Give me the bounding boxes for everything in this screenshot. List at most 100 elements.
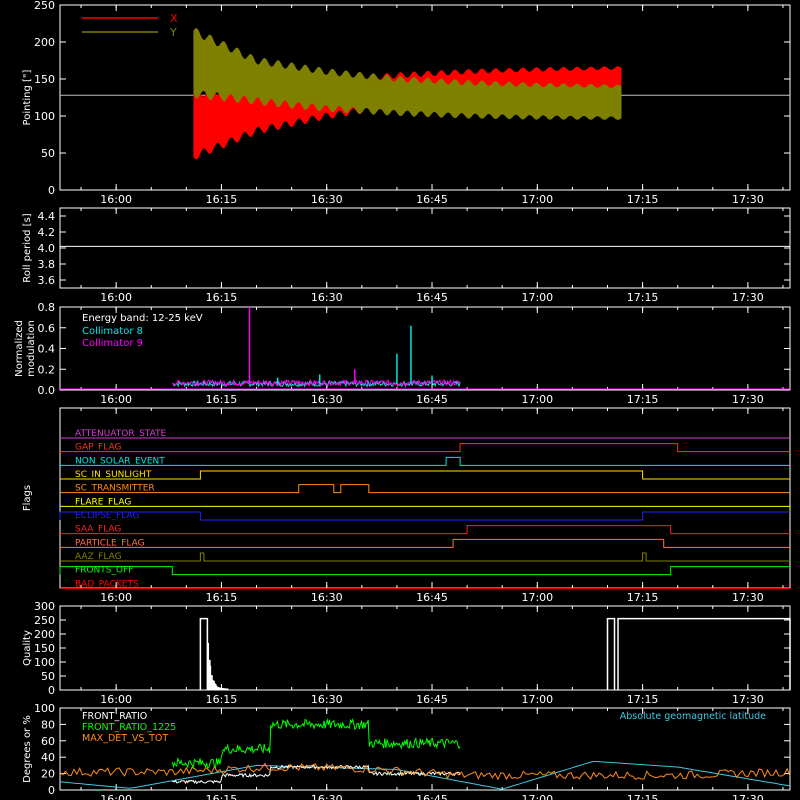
y-axis-label: Quality bbox=[22, 630, 33, 666]
y-axis-label: Pointing ["] bbox=[22, 69, 33, 125]
y-axis-label: Roll period [s] bbox=[22, 213, 33, 282]
panel-3: 16:00 16:15 16:30 16:45 17:00 17:15 17:30 Norma… bbox=[14, 301, 791, 406]
flag-label: GAP_FLAG bbox=[75, 443, 121, 453]
time-tick-label: 16:15 bbox=[206, 793, 238, 800]
y-tick-label: 60 bbox=[41, 735, 55, 748]
time-tick-label: 17:30 bbox=[732, 591, 764, 604]
flag-trace bbox=[60, 538, 790, 548]
flag-label: SC_TRANSMITTER bbox=[75, 484, 155, 494]
time-tick-label: 17:00 bbox=[521, 193, 553, 206]
time-tick-label: 16:45 bbox=[416, 193, 448, 206]
legend-label-latitude: Absolute geomagnetic latitude bbox=[620, 711, 766, 722]
time-tick-label: 16:30 bbox=[311, 393, 343, 406]
y-tick-label: 200 bbox=[34, 36, 55, 49]
y-tick-label: 3.8 bbox=[38, 258, 56, 271]
y-tick-label: 4.2 bbox=[38, 226, 56, 239]
time-tick-label: 17:00 bbox=[521, 693, 553, 706]
y-tick-label: 0 bbox=[48, 684, 55, 697]
flag-trace bbox=[60, 470, 790, 480]
y-tick-label: 100 bbox=[34, 110, 55, 123]
time-tick-label: 16:30 bbox=[311, 291, 343, 304]
time-tick-label: 16:00 bbox=[100, 393, 132, 406]
flag-label: SAA_FLAG bbox=[75, 525, 121, 535]
flag-label: NON_SOLAR_EVENT bbox=[75, 456, 165, 466]
time-tick-label: 16:15 bbox=[206, 591, 238, 604]
y-tick-label: 0.8 bbox=[38, 301, 56, 314]
y-axis-label: modulation bbox=[26, 320, 37, 377]
y-tick-label: 40 bbox=[41, 751, 55, 764]
time-tick-label: 17:00 bbox=[521, 291, 553, 304]
y-tick-label: 300 bbox=[34, 600, 55, 613]
time-tick-label: 17:15 bbox=[627, 693, 659, 706]
y-tick-label: 20 bbox=[41, 768, 55, 781]
time-tick-label: 16:15 bbox=[206, 193, 238, 206]
time-tick-label: 16:30 bbox=[311, 693, 343, 706]
y-tick-label: 150 bbox=[34, 642, 55, 655]
y-axis-label: Normalized bbox=[14, 320, 25, 377]
legend-label-y: Y bbox=[169, 26, 177, 39]
quality-block bbox=[606, 617, 616, 690]
y-tick-label: 4.0 bbox=[38, 242, 56, 255]
legend-label-x: X bbox=[170, 12, 178, 25]
y-tick-label: 0.2 bbox=[38, 363, 56, 376]
time-tick-label: 16:15 bbox=[206, 393, 238, 406]
legend-label-collimator: Collimator 8 bbox=[82, 326, 143, 337]
y-tick-label: 0 bbox=[48, 784, 55, 797]
y-tick-label: 100 bbox=[34, 702, 55, 715]
panels-layer: 16:00 16:15 16:30 16:45 17:00 17:15 17:30 Point… bbox=[14, 0, 791, 800]
flag-trace bbox=[60, 456, 790, 466]
y-tick-label: 50 bbox=[41, 670, 55, 683]
y-tick-label: 0 bbox=[48, 184, 55, 197]
ratio-trace bbox=[59, 762, 791, 781]
time-tick-label: 16:00 bbox=[100, 291, 132, 304]
ratio-trace bbox=[171, 717, 461, 770]
time-tick-label: 17:30 bbox=[732, 193, 764, 206]
flag-label: AAZ_FLAG bbox=[75, 552, 122, 562]
flag-label: SC_IN_SUNLIGHT bbox=[75, 470, 152, 480]
legend-label-ratio: FRONT_RATIO_1225 bbox=[82, 722, 176, 733]
flag-label: FLARE_FLAG bbox=[75, 497, 131, 507]
time-tick-label: 16:00 bbox=[100, 591, 132, 604]
y-tick-label: 150 bbox=[34, 73, 55, 86]
y-axis-label: Flags bbox=[22, 485, 33, 511]
y-tick-label: 250 bbox=[34, 0, 55, 12]
time-tick-label: 17:15 bbox=[627, 291, 659, 304]
modulation-trace bbox=[172, 378, 461, 387]
flag-trace bbox=[60, 525, 790, 535]
flag-label: FRONTS_OFF bbox=[75, 566, 133, 576]
y-tick-label: 250 bbox=[34, 614, 55, 627]
time-tick-label: 16:45 bbox=[416, 693, 448, 706]
quality-block bbox=[617, 617, 791, 690]
time-tick-label: 16:45 bbox=[416, 793, 448, 800]
time-tick-label: 17:00 bbox=[521, 591, 553, 604]
y-tick-label: 200 bbox=[34, 628, 55, 641]
time-tick-label: 17:15 bbox=[627, 393, 659, 406]
flag-trace bbox=[60, 552, 790, 562]
pointing-band-y bbox=[193, 28, 622, 120]
legend-label-ratio: FRONT_RATIO bbox=[82, 711, 147, 722]
time-tick-label: 16:00 bbox=[100, 793, 132, 800]
time-tick-label: 16:30 bbox=[311, 193, 343, 206]
panel-6: 16:00 16:15 16:30 16:45 17:00 17:15 17:30 Degre… bbox=[22, 702, 791, 800]
time-tick-label: 16:00 bbox=[100, 693, 132, 706]
time-tick-label: 17:30 bbox=[732, 693, 764, 706]
flag-label: BAD_PACKETS bbox=[75, 579, 139, 589]
panel-frame bbox=[59, 707, 791, 791]
flag-label: ATTENUATOR_STATE bbox=[75, 429, 167, 439]
time-tick-label: 16:30 bbox=[311, 793, 343, 800]
flag-trace bbox=[59, 566, 790, 576]
y-tick-label: 3.6 bbox=[38, 274, 56, 287]
y-tick-label: 0.0 bbox=[38, 384, 56, 397]
time-tick-label: 16:15 bbox=[206, 291, 238, 304]
ratio-trace bbox=[172, 764, 461, 785]
y-tick-label: 80 bbox=[41, 718, 55, 731]
time-tick-label: 16:30 bbox=[311, 591, 343, 604]
y-tick-label: 100 bbox=[34, 656, 55, 669]
energy-band-annotation: Energy band: 12-25 keV bbox=[82, 313, 203, 324]
time-tick-label: 17:30 bbox=[732, 291, 764, 304]
panel-frame bbox=[59, 4, 791, 191]
time-tick-label: 16:45 bbox=[416, 591, 448, 604]
y-tick-label: 4.4 bbox=[38, 210, 56, 223]
panel-4: 16:00 16:15 16:30 16:45 17:00 17:15 17:30 Flags… bbox=[22, 407, 791, 604]
